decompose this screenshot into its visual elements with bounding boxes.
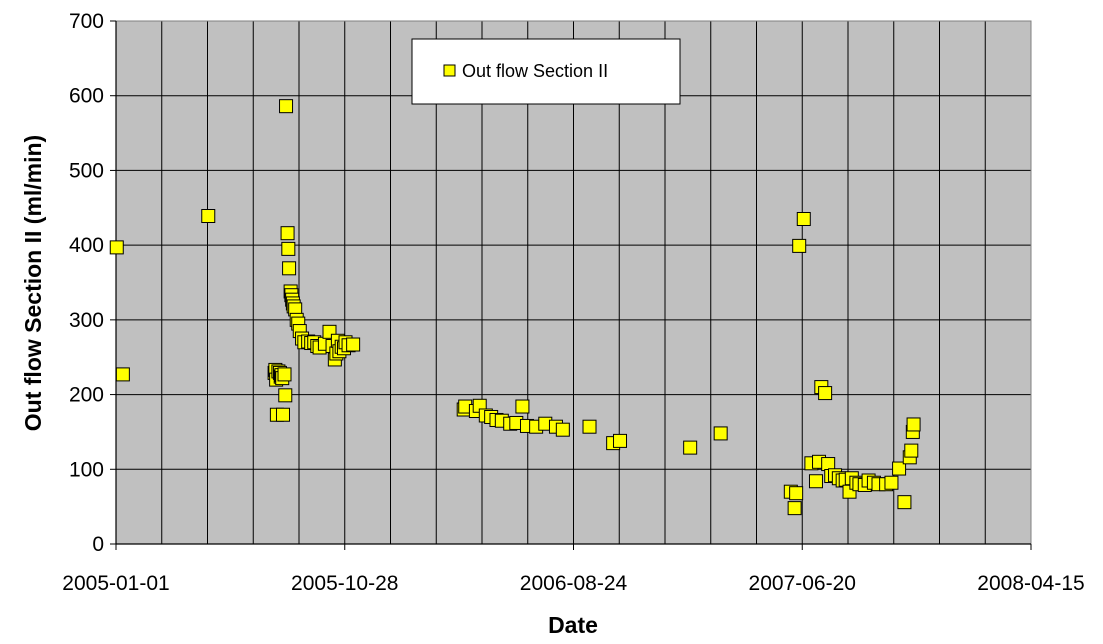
data-point xyxy=(582,419,597,434)
data-point xyxy=(892,461,907,476)
y-tick-labels: 0 100 200 300 400 500 600 700 xyxy=(69,10,104,556)
y-tick-label: 700 xyxy=(69,10,104,33)
data-point xyxy=(904,443,919,458)
data-point xyxy=(808,474,823,489)
legend: Out flow Section II xyxy=(411,38,681,105)
y-tick-label: 500 xyxy=(69,159,104,182)
x-tick-label: 2005-01-01 xyxy=(62,572,169,595)
data-point xyxy=(683,440,698,455)
data-point xyxy=(109,240,124,255)
data-point xyxy=(280,226,295,241)
data-point xyxy=(818,386,833,401)
x-tick-label: 2006-08-24 xyxy=(520,572,628,595)
data-point xyxy=(282,261,297,276)
data-point xyxy=(789,486,804,501)
legend-box xyxy=(411,38,681,105)
data-point xyxy=(787,501,802,516)
data-point xyxy=(897,495,912,510)
data-point xyxy=(515,399,530,414)
data-point xyxy=(201,209,216,224)
data-point xyxy=(277,367,292,382)
data-point xyxy=(713,426,728,441)
data-point xyxy=(346,337,361,352)
axes xyxy=(110,20,1032,550)
y-tick-label: 300 xyxy=(69,309,104,332)
data-point xyxy=(613,433,628,448)
data-point xyxy=(278,388,293,403)
y-tick-label: 400 xyxy=(69,234,104,257)
y-axis-title: Out flow Section II (ml/min) xyxy=(20,135,46,431)
data-point xyxy=(555,422,570,437)
data-point xyxy=(279,99,294,114)
y-tick-label: 200 xyxy=(69,384,104,407)
x-tick-label: 2008-04-15 xyxy=(977,572,1084,595)
y-tick-label: 0 xyxy=(92,533,104,556)
x-tick-label: 2005-10-28 xyxy=(291,572,398,595)
data-point xyxy=(281,241,296,256)
x-axis-title: Date xyxy=(548,612,598,638)
data-point xyxy=(884,475,899,490)
y-tick-label: 600 xyxy=(69,85,104,108)
data-point xyxy=(906,417,921,432)
x-tick-label: 2007-06-20 xyxy=(749,572,856,595)
data-points xyxy=(109,99,921,516)
x-tick-labels: 2005-01-01 2005-10-28 2006-08-24 2007-06-20… xyxy=(62,572,1084,595)
data-point xyxy=(796,211,811,226)
y-tick-label: 100 xyxy=(69,458,104,481)
legend-label: Out flow Section II xyxy=(462,61,608,81)
data-point xyxy=(792,238,807,253)
legend-marker-square-icon xyxy=(443,64,456,77)
data-point xyxy=(115,367,130,382)
data-point xyxy=(275,407,290,422)
